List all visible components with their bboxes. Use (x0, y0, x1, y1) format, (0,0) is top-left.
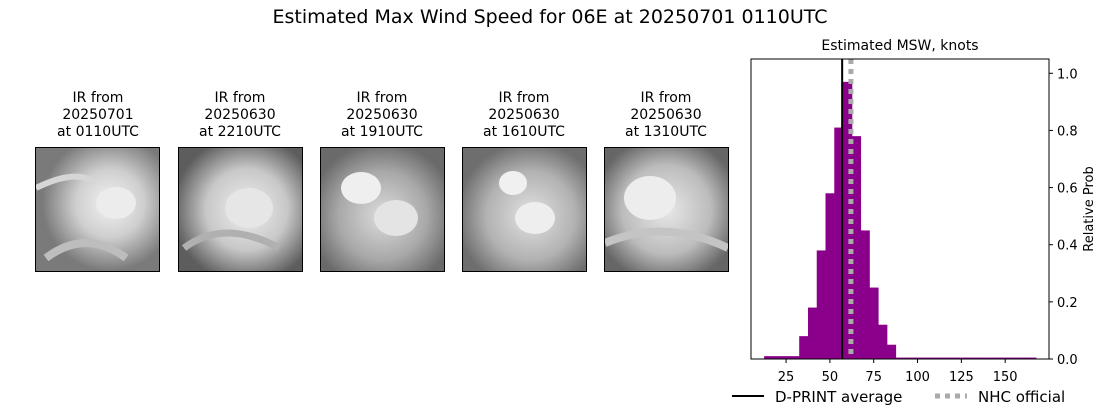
ir-satellite-image (604, 147, 729, 272)
ir-panel-title: IR from 20250630 at 1310UTC (625, 90, 707, 140)
ir-panel-title: IR from 20250630 at 1910UTC (341, 90, 423, 140)
chart-title: Estimated MSW, knots (821, 38, 978, 54)
y-tick-label: 0.2 (1057, 296, 1078, 311)
histogram-bar (1009, 357, 1019, 359)
y-tick-label: 0.0 (1057, 353, 1078, 368)
x-tick-label: 75 (865, 370, 882, 385)
ir-panel-title: IR from 20250701 at 0110UTC (57, 90, 139, 140)
histogram-bar (1018, 357, 1028, 359)
histogram-bar (921, 357, 932, 359)
ir-satellite-image (462, 147, 587, 272)
y-axis-label: Relative Prob (1082, 166, 1097, 251)
legend-label-dprint: D-PRINT average (775, 388, 902, 406)
y-tick-label: 0.6 (1057, 182, 1078, 197)
histogram-bar (992, 357, 1002, 359)
histogram-bar (834, 127, 844, 359)
histogram-bar (983, 357, 993, 359)
ir-satellite-image (35, 147, 160, 272)
legend: D-PRINT average NHC official (732, 388, 1065, 406)
histogram-bar (895, 357, 905, 359)
histogram-bar (948, 357, 958, 359)
ir-panel-title: IR from 20250630 at 2210UTC (199, 90, 281, 140)
x-tick-label: 125 (949, 370, 974, 385)
ir-satellite-image (320, 147, 445, 272)
histogram-bar (772, 356, 783, 359)
histogram-bar (825, 193, 835, 359)
y-tick-label: 0.4 (1057, 239, 1078, 254)
histogram-bar (869, 287, 879, 359)
histogram-bar (956, 357, 967, 359)
y-tick-label: 0.8 (1057, 124, 1078, 139)
x-tick-label: 150 (993, 370, 1018, 385)
histogram-bar (764, 356, 774, 359)
ir-satellite-image (178, 147, 303, 272)
plot-frame (750, 58, 1050, 360)
histogram-bar (1000, 357, 1011, 359)
figure-title: Estimated Max Wind Speed for 06E at 2025… (272, 6, 828, 28)
histogram-bar (790, 356, 800, 359)
histogram-bar (843, 81, 853, 359)
histogram-bar (851, 136, 862, 359)
histogram-bar (781, 356, 791, 359)
histogram-bar (816, 250, 826, 359)
histogram-bar (974, 357, 984, 359)
histogram-bar (878, 324, 888, 359)
histogram-bar (1027, 357, 1037, 359)
histogram-bar (965, 357, 975, 359)
x-tick-label: 25 (778, 370, 795, 385)
histogram-bar (913, 357, 923, 359)
x-tick-label: 100 (905, 370, 930, 385)
x-tick-label: 50 (822, 370, 839, 385)
histogram-bar (807, 307, 818, 359)
y-tick-label: 1.0 (1057, 67, 1078, 82)
histogram-bar (904, 357, 914, 359)
histogram-bar (860, 230, 870, 359)
histogram-bar (886, 344, 897, 359)
histogram-bar (799, 336, 809, 359)
legend-label-nhc: NHC official (978, 388, 1065, 406)
histogram-bar (930, 357, 940, 359)
ir-panel-title: IR from 20250630 at 1610UTC (483, 90, 565, 140)
histogram-bar (939, 357, 949, 359)
